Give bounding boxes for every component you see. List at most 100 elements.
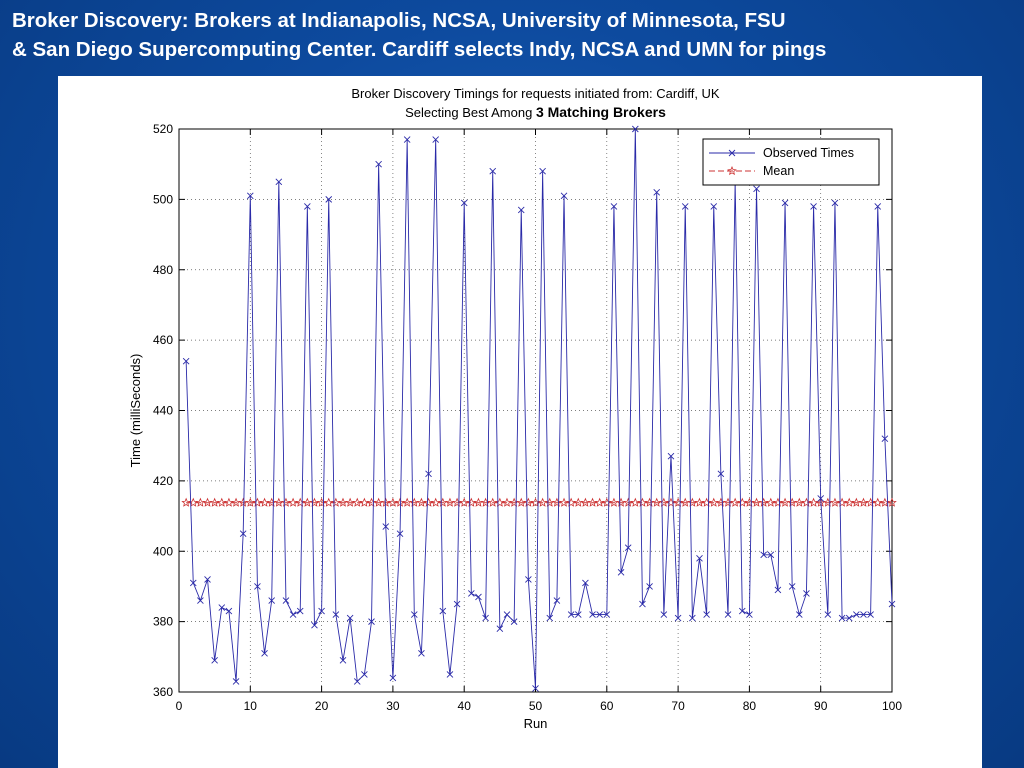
figure-panel: 0 10 20 30 40 50 60 70 80 90 100 360 380 400 420 440 460…	[58, 76, 982, 768]
y-tick-label: 480	[153, 263, 173, 277]
observed-point	[667, 452, 675, 460]
observed-point	[246, 192, 254, 200]
observed-point	[318, 607, 325, 615]
observed-point	[382, 523, 390, 530]
observed-point	[567, 611, 575, 618]
observed-point	[489, 167, 497, 175]
observed-point	[589, 611, 596, 618]
observed-point	[803, 590, 810, 597]
observed-point	[439, 607, 447, 615]
observed-point	[853, 611, 860, 618]
observed-point	[510, 618, 518, 625]
observed-point	[738, 607, 746, 615]
observed-point	[753, 185, 760, 193]
observed-point	[582, 579, 589, 587]
observed-point	[254, 583, 261, 590]
slide-title-line-2: & San Diego Supercomputing Center. Cardi…	[12, 38, 827, 61]
y-tick-label: 520	[153, 122, 173, 136]
observed-point	[204, 576, 211, 583]
observed-point	[396, 530, 404, 537]
observed-point	[546, 614, 554, 622]
x-tick-label: 70	[671, 699, 685, 713]
observed-point	[646, 583, 653, 590]
x-tick-label: 90	[814, 699, 828, 713]
observed-point	[496, 625, 504, 632]
observed-point	[261, 649, 268, 657]
observed-point	[368, 618, 375, 625]
observed-point	[724, 611, 732, 618]
observed-point	[275, 178, 283, 186]
observed-point	[346, 614, 354, 622]
x-tick-label: 20	[315, 699, 329, 713]
observed-point	[788, 583, 796, 590]
observed-point	[289, 611, 297, 618]
legend-box	[702, 138, 880, 186]
observed-point	[881, 435, 889, 442]
y-tick-label: 380	[153, 615, 173, 629]
observed-point	[660, 611, 668, 618]
observed-point	[325, 196, 333, 203]
observed-point	[867, 611, 874, 618]
x-tick-label: 50	[529, 699, 543, 713]
legend-mean-marker	[727, 165, 737, 176]
observed-point	[596, 611, 603, 618]
observed-point	[410, 611, 418, 618]
y-axis-label: Time (milliSeconds)	[128, 354, 143, 468]
observed-point	[717, 470, 725, 478]
observed-point	[874, 203, 882, 210]
x-tick-label: 80	[743, 699, 757, 713]
observed-point	[425, 470, 432, 478]
observed-point	[446, 671, 454, 678]
y-tick-label: 360	[153, 685, 173, 699]
observed-point	[560, 192, 568, 200]
observed-point	[639, 600, 646, 608]
observed-point	[232, 678, 240, 685]
observed-point	[403, 136, 411, 143]
chart-subtitle: Selecting Best Among 3 Matching Brokers	[405, 104, 666, 120]
observed-point	[189, 579, 197, 587]
observed-point	[617, 569, 625, 576]
x-tick-label: 0	[176, 699, 183, 713]
observed-point	[574, 611, 582, 618]
observed-point	[332, 611, 340, 618]
slide-title: Broker Discovery: Brokers at Indianapoli…	[12, 6, 1024, 64]
y-tick-label: 500	[153, 192, 173, 206]
y-tick-label: 400	[153, 544, 173, 558]
observed-point	[211, 657, 218, 664]
observed-point	[432, 136, 439, 143]
observed-point	[475, 593, 482, 601]
observed-point	[532, 685, 539, 692]
observed-point	[304, 203, 311, 210]
observed-point	[838, 614, 846, 622]
x-tick-label: 40	[458, 699, 472, 713]
x-tick-label: 30	[386, 699, 400, 713]
observed-point	[795, 611, 803, 618]
mean-point	[887, 497, 897, 507]
observed-point	[710, 203, 718, 210]
observed-point	[774, 586, 782, 594]
observed-point	[845, 614, 853, 622]
observed-point	[539, 167, 546, 175]
observed-point	[517, 206, 525, 214]
observed-point	[182, 357, 190, 365]
observed-point	[696, 554, 703, 562]
observed-point	[760, 551, 767, 559]
observed-point	[361, 671, 368, 678]
chart-subtitle-bold: 3 Matching Brokers	[536, 104, 666, 120]
observed-point	[653, 189, 661, 196]
observed-point	[460, 199, 468, 207]
observed-point	[353, 678, 361, 685]
observed-point	[603, 611, 611, 618]
observed-point	[681, 203, 689, 210]
observed-point	[781, 199, 789, 207]
y-tick-label: 420	[153, 474, 173, 488]
observed-point	[810, 203, 817, 210]
x-tick-label: 60	[600, 699, 614, 713]
y-tick-label: 460	[153, 333, 173, 347]
observed-point	[296, 607, 304, 615]
observed-point	[389, 674, 397, 682]
x-axis-label: Run	[524, 716, 548, 731]
legend-mean-label: Mean	[763, 164, 794, 178]
observed-point	[817, 495, 825, 502]
observed-point	[888, 600, 896, 608]
